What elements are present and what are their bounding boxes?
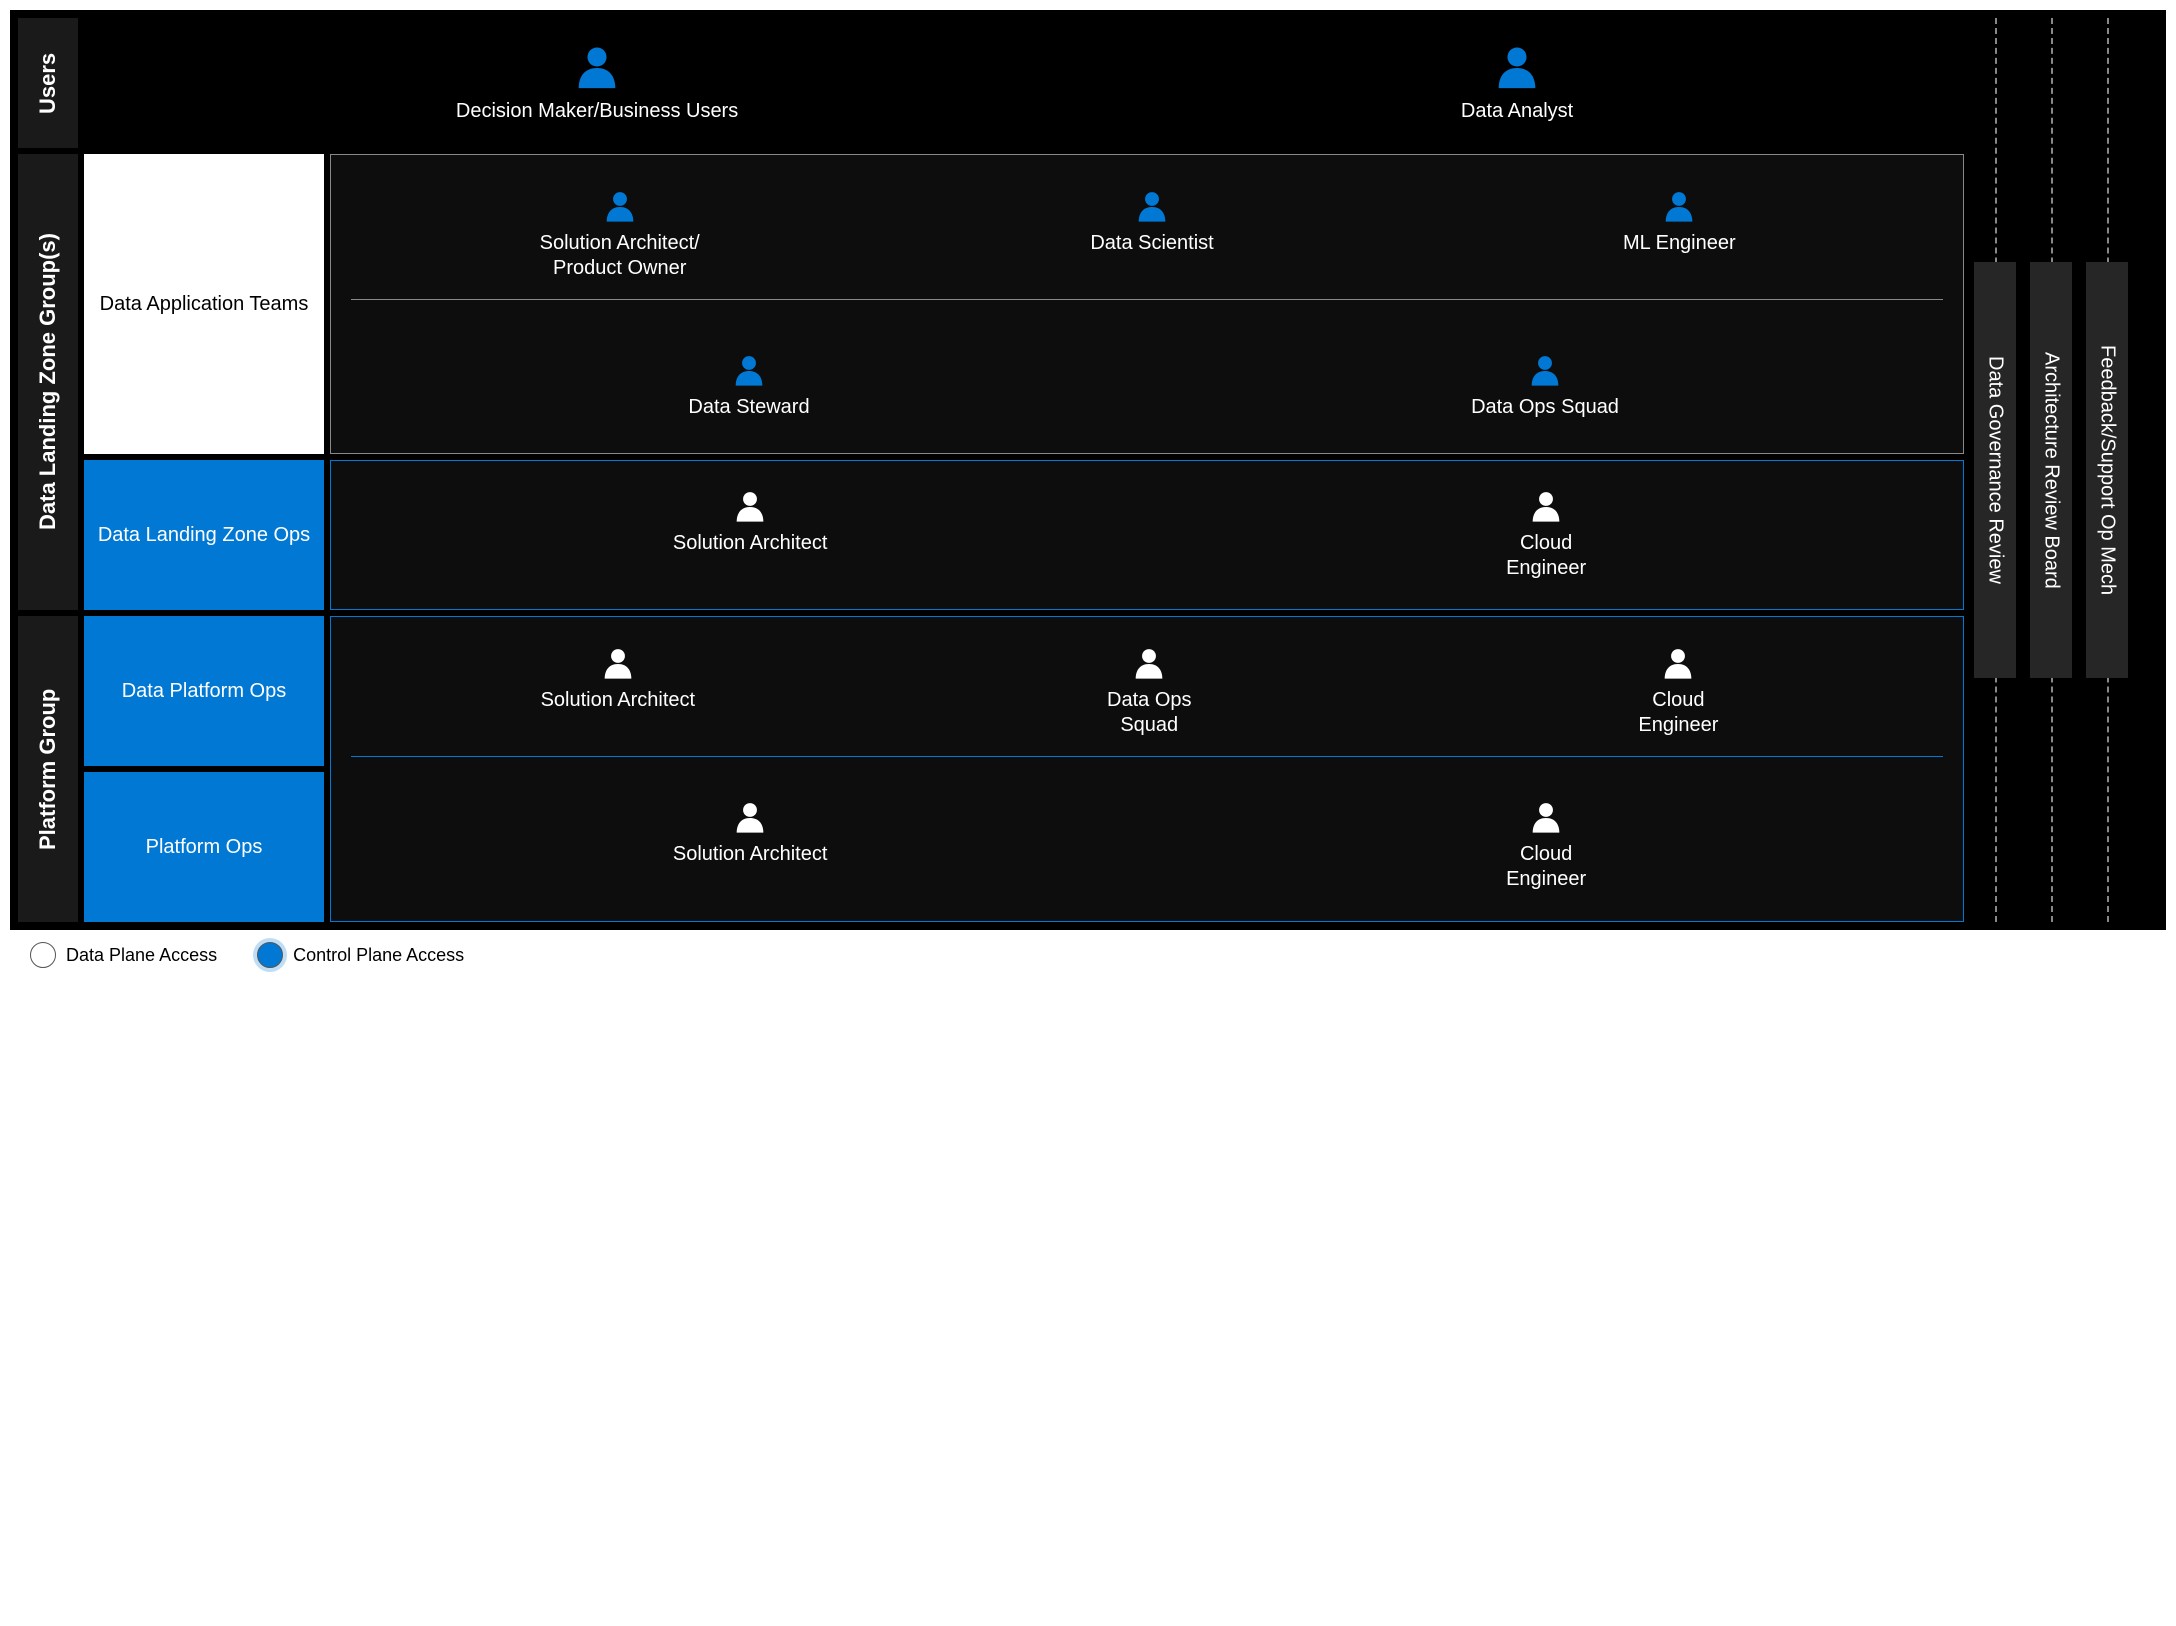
team-dlz-ops-label: Data Landing Zone Ops xyxy=(98,522,310,548)
section-users-label: Users xyxy=(35,52,61,113)
role-label: Data OpsSquad xyxy=(1107,688,1191,738)
role-label: CloudEngineer xyxy=(1506,842,1586,892)
role: CloudEngineer xyxy=(1603,646,1753,738)
person-icon xyxy=(1663,189,1695,225)
person-icon xyxy=(1136,189,1168,225)
role: CloudEngineer xyxy=(1471,489,1621,581)
team-data-app-label: Data Application Teams xyxy=(100,291,309,317)
team-data-app: Data Application Teams xyxy=(84,154,324,454)
platform-panel: Solution Architect Data OpsSquad CloudEn… xyxy=(330,616,1964,922)
data-app-row1: Solution Architect/Product Owner Data Sc… xyxy=(351,189,1943,300)
role-label: Decision Maker/Business Users xyxy=(456,99,738,124)
role: Data Ops Squad xyxy=(1470,353,1620,420)
review-bar-2: Architecture Review Board xyxy=(2026,18,2076,922)
section-users: Users xyxy=(18,18,78,148)
role: Decision Maker/Business Users xyxy=(456,43,738,124)
dlz-ops-panel: Solution Architect CloudEngineer xyxy=(330,460,1964,610)
role: Solution Architect xyxy=(673,800,828,867)
role-label: Solution Architect xyxy=(673,842,828,867)
person-icon xyxy=(1662,646,1694,682)
team-data-plat-ops: Data Platform Ops xyxy=(84,616,324,766)
role-label: ML Engineer xyxy=(1623,231,1736,256)
dot-white-icon xyxy=(30,942,56,968)
review-bar-3-label: Feedback/Support Op Mech xyxy=(2086,262,2128,678)
role-label: Solution Architect xyxy=(541,688,696,713)
team-plat-ops: Platform Ops xyxy=(84,772,324,922)
person-icon xyxy=(575,43,619,93)
role: Solution Architect/Product Owner xyxy=(540,189,700,281)
role-label: Data Analyst xyxy=(1461,99,1573,124)
section-platform-label: Platform Group xyxy=(35,688,61,849)
users-role-row: Decision Maker/Business Users Data Analy… xyxy=(104,43,1944,124)
person-icon xyxy=(1133,646,1165,682)
role: ML Engineer xyxy=(1604,189,1754,256)
review-bar-1-label: Data Governance Review xyxy=(1974,262,2016,678)
section-dlzg-label: Data Landing Zone Group(s) xyxy=(35,234,61,531)
dot-blue-icon xyxy=(257,942,283,968)
role: Solution Architect xyxy=(673,489,828,556)
person-icon xyxy=(734,489,766,525)
role-label: Data Scientist xyxy=(1090,231,1213,256)
section-platform: Platform Group xyxy=(18,616,78,922)
legend: Data Plane Access Control Plane Access xyxy=(10,930,2166,980)
role-label: Data Ops Squad xyxy=(1471,395,1619,420)
person-icon xyxy=(734,800,766,836)
role: Data Scientist xyxy=(1077,189,1227,256)
legend-data-plane-label: Data Plane Access xyxy=(66,945,217,966)
users-roles-panel: Decision Maker/Business Users Data Analy… xyxy=(84,18,1964,148)
role-label: Solution Architect xyxy=(673,531,828,556)
legend-control-plane-label: Control Plane Access xyxy=(293,945,464,966)
person-icon xyxy=(1495,43,1539,93)
person-icon xyxy=(733,353,765,389)
data-plat-ops-row: Solution Architect Data OpsSquad CloudEn… xyxy=(351,646,1943,757)
team-data-plat-ops-label: Data Platform Ops xyxy=(122,678,287,704)
person-icon xyxy=(1530,800,1562,836)
legend-data-plane: Data Plane Access xyxy=(30,942,217,968)
role: CloudEngineer xyxy=(1471,800,1621,892)
review-bar-1: Data Governance Review xyxy=(1970,18,2020,922)
data-app-panel: Solution Architect/Product Owner Data Sc… xyxy=(330,154,1964,454)
team-dlz-ops: Data Landing Zone Ops xyxy=(84,460,324,610)
org-diagram: Users Decision Maker/Business Users Data… xyxy=(10,10,2166,930)
person-icon xyxy=(1529,353,1561,389)
role: Data Steward xyxy=(674,353,824,420)
role: Solution Architect xyxy=(541,646,696,713)
review-bar-2-label: Architecture Review Board xyxy=(2030,262,2072,678)
role: Data Analyst xyxy=(1442,43,1592,124)
role-label: CloudEngineer xyxy=(1506,531,1586,581)
dlz-ops-row: Solution Architect CloudEngineer xyxy=(351,489,1943,581)
team-plat-ops-label: Platform Ops xyxy=(146,834,263,860)
person-icon xyxy=(604,189,636,225)
role-label: CloudEngineer xyxy=(1638,688,1718,738)
review-bar-3: Feedback/Support Op Mech xyxy=(2082,18,2132,922)
plat-ops-row: Solution Architect CloudEngineer xyxy=(351,800,1943,892)
role-label: Solution Architect/Product Owner xyxy=(540,231,700,281)
role-label: Data Steward xyxy=(688,395,809,420)
legend-control-plane: Control Plane Access xyxy=(257,942,464,968)
role: Data OpsSquad xyxy=(1074,646,1224,738)
person-icon xyxy=(602,646,634,682)
person-icon xyxy=(1530,489,1562,525)
section-dlzg: Data Landing Zone Group(s) xyxy=(18,154,78,610)
data-app-row2: Data Steward Data Ops Squad xyxy=(351,353,1943,420)
